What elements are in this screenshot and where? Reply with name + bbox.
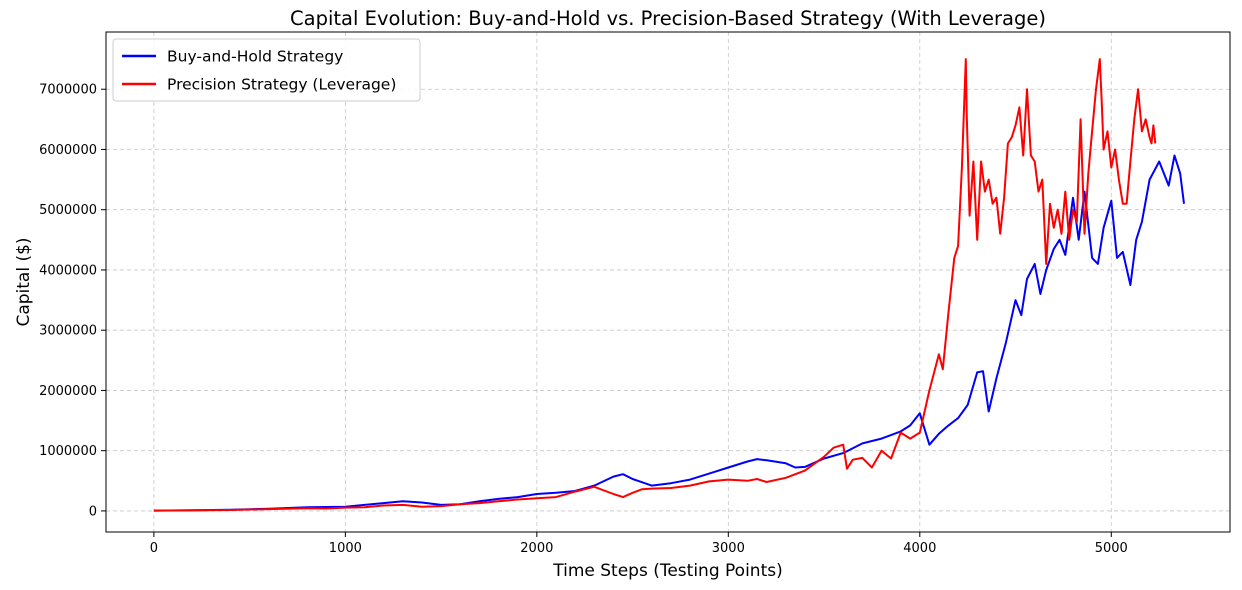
- x-tick-label: 3000: [712, 541, 745, 556]
- x-tick-label: 0: [150, 541, 158, 556]
- series-line-buy-and-hold: [153, 154, 1185, 512]
- grid: [106, 32, 1230, 532]
- y-tick-label: 7000000: [39, 83, 97, 98]
- y-tick-label: 5000000: [39, 203, 97, 218]
- legend: Buy-and-Hold Strategy Precision Strategy …: [112, 38, 421, 102]
- axis-ticks: 0 1000 2000 3000 4000 5000 0 1000000 2000000 3000…: [39, 83, 1128, 556]
- plot-area-frame: [105, 31, 1231, 533]
- x-tick-label: 5000: [1095, 541, 1128, 556]
- series-line-precision-strategy: [153, 58, 1157, 512]
- legend-label: Buy-and-Hold Strategy: [167, 48, 343, 66]
- x-tick-label: 2000: [520, 541, 553, 556]
- y-tick-label: 2000000: [39, 384, 97, 399]
- chart-title: Capital Evolution: Buy-and-Hold vs. Prec…: [290, 7, 1046, 30]
- legend-label: Precision Strategy (Leverage): [167, 76, 396, 94]
- y-tick-label: 1000000: [39, 444, 97, 459]
- legend-box: [112, 38, 421, 102]
- x-tick-label: 4000: [903, 541, 936, 556]
- series-layer: [153, 58, 1185, 512]
- y-tick-label: 0: [89, 504, 97, 519]
- x-axis-title: Time Steps (Testing Points): [552, 561, 782, 581]
- x-tick-label: 1000: [329, 541, 362, 556]
- y-tick-label: 3000000: [39, 324, 97, 339]
- y-axis-title: Capital ($): [14, 237, 34, 326]
- y-tick-label: 4000000: [39, 263, 97, 278]
- y-tick-label: 6000000: [39, 143, 97, 158]
